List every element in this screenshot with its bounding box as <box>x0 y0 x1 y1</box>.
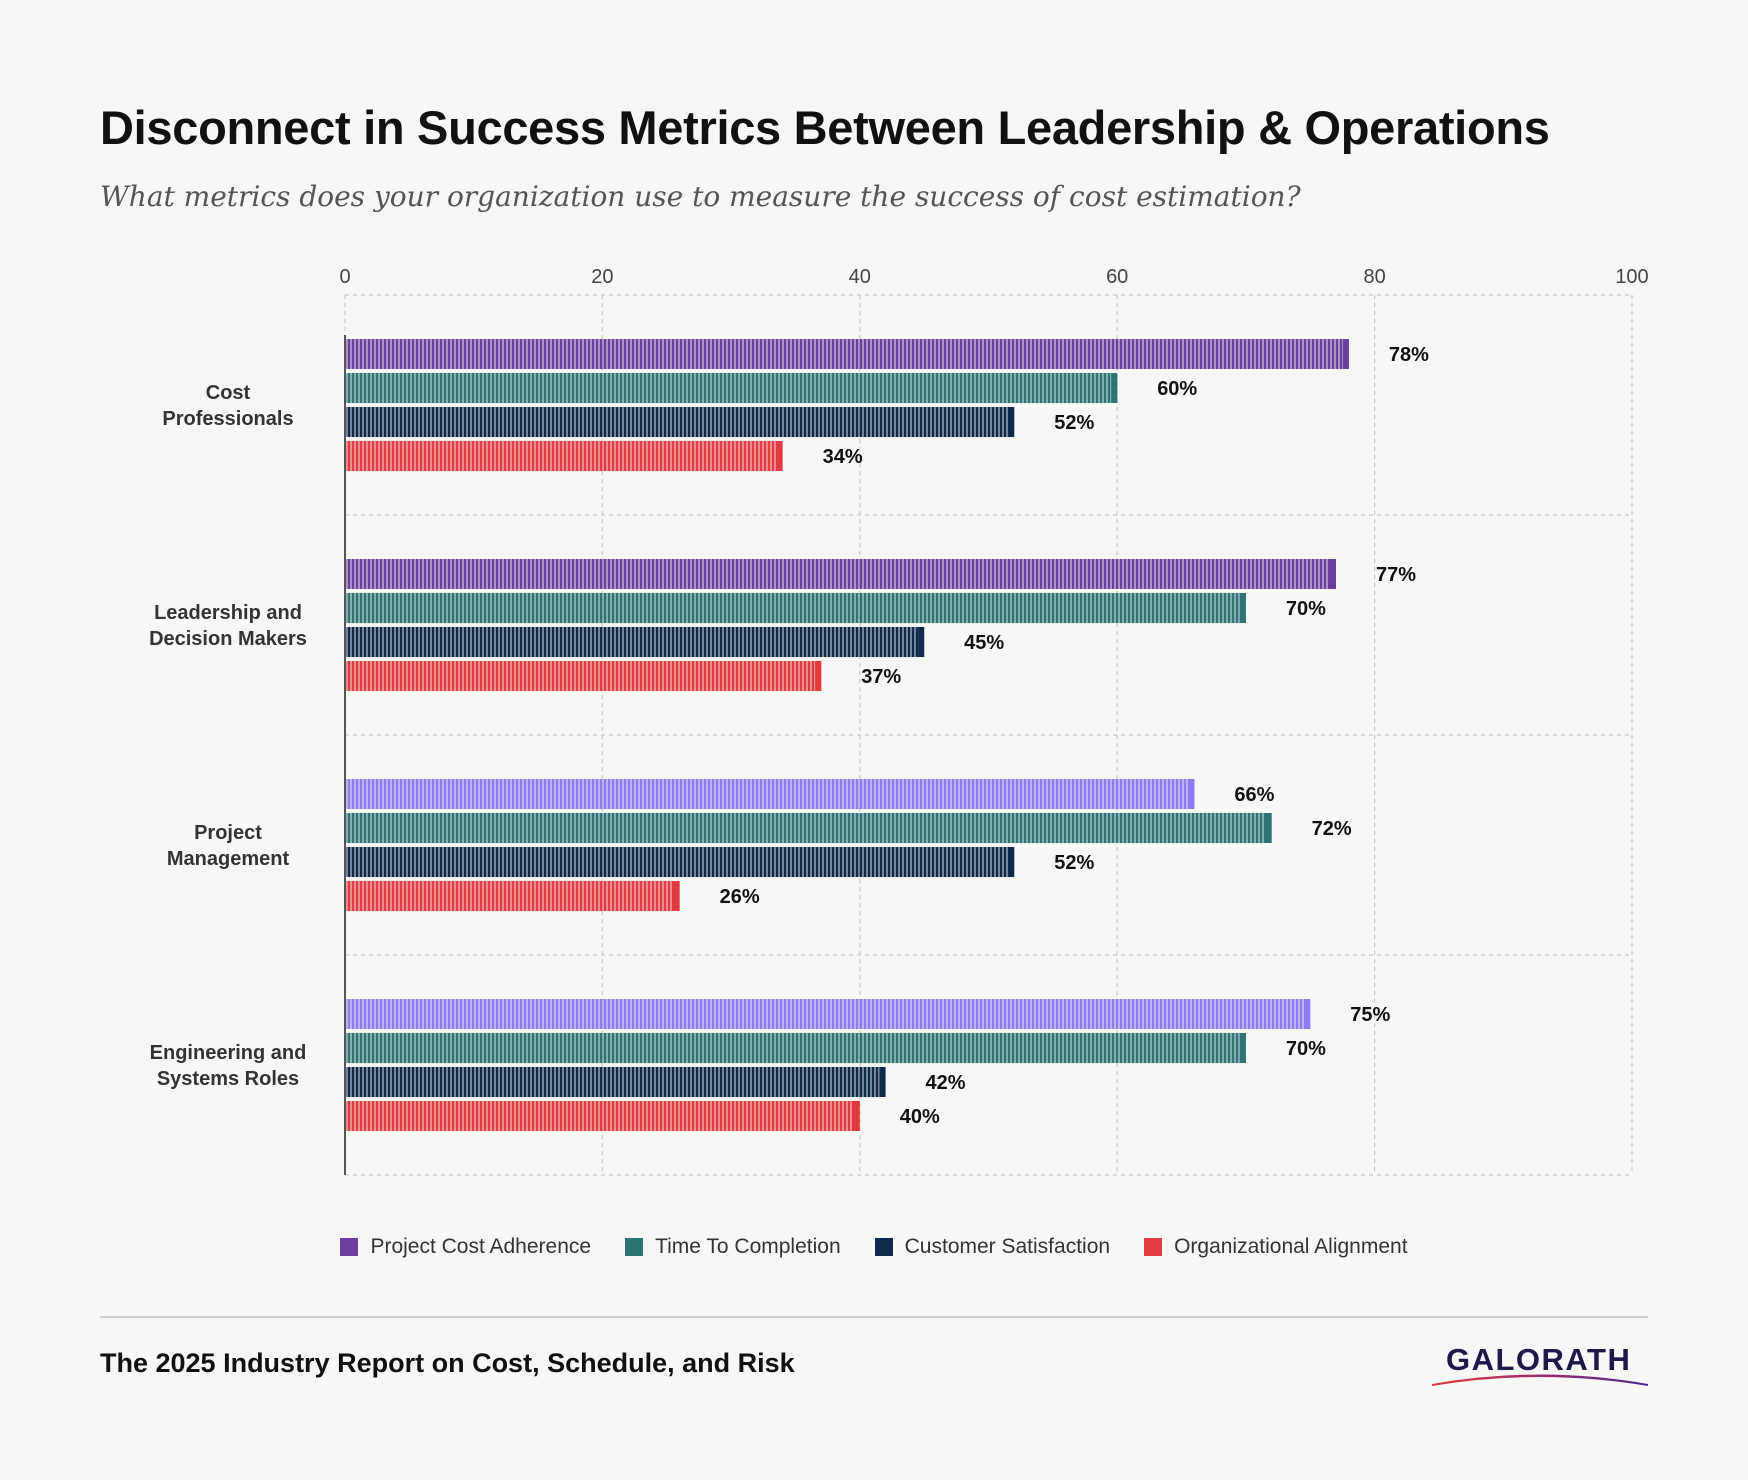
bar <box>345 999 1311 1029</box>
bar-cap <box>815 661 822 691</box>
bar <box>345 661 822 691</box>
bar <box>345 339 1349 369</box>
x-tick-label: 0 <box>339 266 350 288</box>
footer-divider <box>100 1316 1648 1318</box>
bar <box>345 373 1118 403</box>
bar <box>345 779 1195 809</box>
bar <box>345 847 1015 877</box>
legend-swatch <box>340 1238 359 1256</box>
bar <box>345 593 1246 623</box>
category-label: Decision Makers <box>149 628 307 650</box>
legend-label: Customer Satisfaction <box>904 1235 1111 1258</box>
bar-cap <box>1329 559 1336 589</box>
bar <box>345 441 783 471</box>
data-label: 70% <box>1286 1038 1326 1060</box>
x-tick-label: 40 <box>849 266 871 288</box>
report-title: The 2025 Industry Report on Cost, Schedu… <box>100 1348 795 1378</box>
bar-cap <box>1239 1033 1246 1063</box>
bar <box>345 559 1336 589</box>
logo-wordmark: GALORATH <box>1446 1342 1632 1377</box>
legend-item: Customer Satisfaction <box>874 1235 1111 1259</box>
category-label: Cost <box>206 382 251 404</box>
data-label: 52% <box>1054 412 1094 434</box>
data-label: 52% <box>1054 852 1094 874</box>
bar <box>345 1067 886 1097</box>
legend-item: Time To Completion <box>625 1235 841 1259</box>
data-label: 26% <box>720 886 760 908</box>
category-label: Professionals <box>162 408 293 430</box>
data-label: 75% <box>1350 1004 1390 1026</box>
x-tick-label: 60 <box>1106 266 1128 288</box>
bar-cap <box>1188 779 1195 809</box>
x-tick-label: 100 <box>1615 266 1648 288</box>
bar <box>345 1101 860 1131</box>
bar-cap <box>879 1067 886 1097</box>
logo-swoosh <box>1432 1374 1648 1386</box>
legend-label: Project Cost Adherence <box>370 1235 592 1258</box>
bar <box>345 881 680 911</box>
bar-cap <box>1008 847 1015 877</box>
bar <box>345 813 1272 843</box>
data-label: 72% <box>1312 818 1352 840</box>
data-label: 78% <box>1389 344 1429 366</box>
bar-cap <box>673 881 680 911</box>
x-tick-label: 20 <box>591 266 613 288</box>
data-label: 42% <box>926 1072 966 1094</box>
legend-item: Organizational Alignment <box>1144 1235 1408 1259</box>
bar-cap <box>1342 339 1349 369</box>
data-label: 66% <box>1234 784 1274 806</box>
category-label: Project <box>194 822 262 844</box>
bar-cap <box>1008 407 1015 437</box>
category-label: Leadership and <box>154 602 302 624</box>
galorath-logo: GALORATH <box>1430 1338 1650 1388</box>
bar-cap <box>1265 813 1272 843</box>
bar <box>345 627 925 657</box>
x-tick-label: 80 <box>1363 266 1385 288</box>
data-label: 60% <box>1157 378 1197 400</box>
bar <box>345 407 1015 437</box>
data-label: 45% <box>964 632 1004 654</box>
bar-cap <box>1239 593 1246 623</box>
legend-swatch <box>874 1238 893 1256</box>
category-label: Engineering and <box>150 1042 307 1064</box>
bar <box>345 1033 1246 1063</box>
data-label: 34% <box>823 446 863 468</box>
chart-subtitle: What metrics does your organization use … <box>100 180 1301 213</box>
legend-label: Organizational Alignment <box>1174 1235 1408 1258</box>
legend-swatch <box>1144 1238 1163 1256</box>
bar-chart: 0 20 40 60 80 100 Cost Professionals 78% 60% 52% 34… <box>149 266 1649 1176</box>
data-label: 77% <box>1376 564 1416 586</box>
data-label: 70% <box>1286 598 1326 620</box>
bar-cap <box>1111 373 1118 403</box>
data-label: 37% <box>861 666 901 688</box>
bar-cap <box>853 1101 860 1131</box>
legend-swatch <box>625 1238 644 1256</box>
legend-item: Project Cost Adherence <box>340 1235 591 1259</box>
bar-cap <box>918 627 925 657</box>
data-label: 40% <box>900 1106 940 1128</box>
legend-label: Time To Completion <box>655 1235 841 1258</box>
chart-title: Disconnect in Success Metrics Between Le… <box>100 101 1550 154</box>
chart-legend: Project Cost Adherence Time To Completion… <box>0 1235 1748 1259</box>
bar-cap <box>1304 999 1311 1029</box>
category-label: Management <box>167 848 290 870</box>
category-label: Systems Roles <box>157 1068 299 1090</box>
bar-cap <box>776 441 783 471</box>
